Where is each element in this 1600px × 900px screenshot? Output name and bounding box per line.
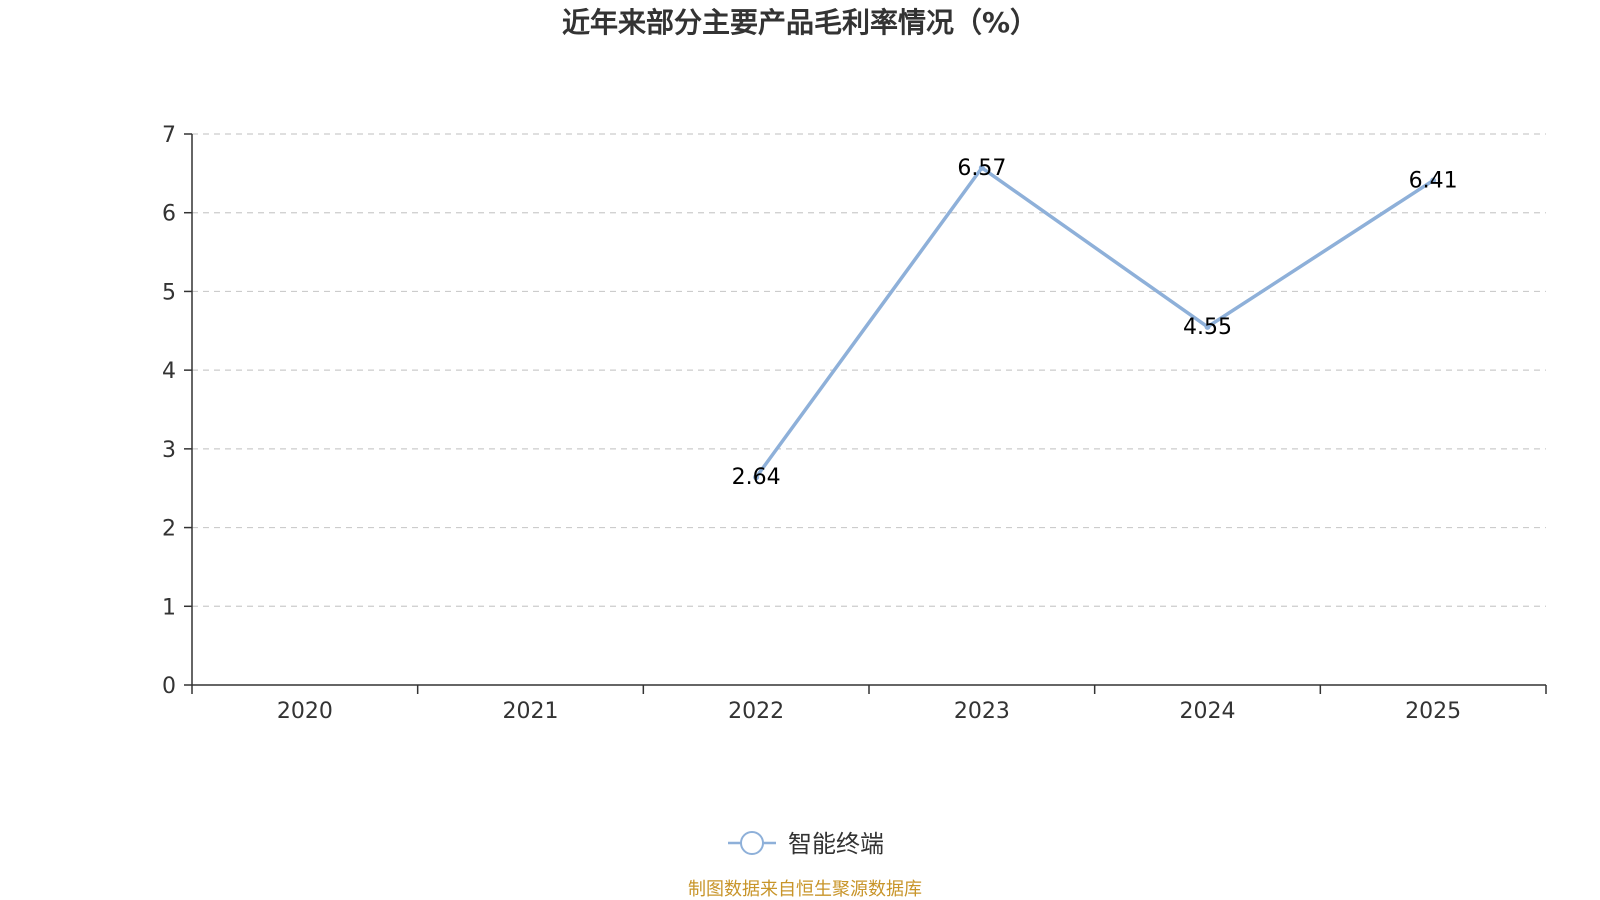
series-group [753, 164, 1437, 481]
y-tick-label: 0 [162, 674, 176, 699]
chart-title: 近年来部分主要产品毛利率情况（%） [562, 6, 1038, 39]
y-tick-label: 4 [162, 359, 176, 384]
data-label: 6.57 [957, 156, 1006, 181]
y-tick-label: 3 [162, 438, 176, 463]
x-tick-label: 2022 [728, 699, 784, 724]
legend[interactable]: 智能终端 [728, 830, 884, 858]
x-tick-label: 2025 [1405, 699, 1461, 724]
x-tick-label: 2020 [277, 699, 333, 724]
data-label: 4.55 [1183, 315, 1232, 340]
y-tick-label: 1 [162, 595, 176, 620]
y-tick-label: 6 [162, 202, 176, 227]
x-tick-label: 2021 [503, 699, 559, 724]
grid-lines [192, 133, 1546, 607]
legend-label: 智能终端 [788, 830, 884, 858]
data-labels: 2.64 6.57 4.55 6.41 [732, 156, 1458, 490]
data-label: 2.64 [732, 465, 781, 490]
y-tick-label: 2 [162, 517, 176, 542]
x-axis: 2020 2021 2022 2023 2024 2025 [191, 684, 1547, 724]
y-axis: 0 1 2 3 4 5 6 7 [162, 123, 193, 699]
x-tick-label: 2023 [954, 699, 1010, 724]
data-point[interactable] [1204, 323, 1211, 330]
y-tick-label: 7 [162, 123, 176, 148]
data-point[interactable] [978, 164, 985, 171]
source-note: 制图数据来自恒生聚源数据库 [688, 879, 922, 900]
data-label: 6.41 [1409, 168, 1458, 193]
data-point[interactable] [753, 474, 760, 481]
y-tick-label: 5 [162, 280, 176, 305]
legend-circle-icon [740, 831, 764, 855]
x-tick-label: 2024 [1180, 699, 1236, 724]
series-line [754, 166, 1435, 479]
data-point[interactable] [1430, 177, 1437, 184]
